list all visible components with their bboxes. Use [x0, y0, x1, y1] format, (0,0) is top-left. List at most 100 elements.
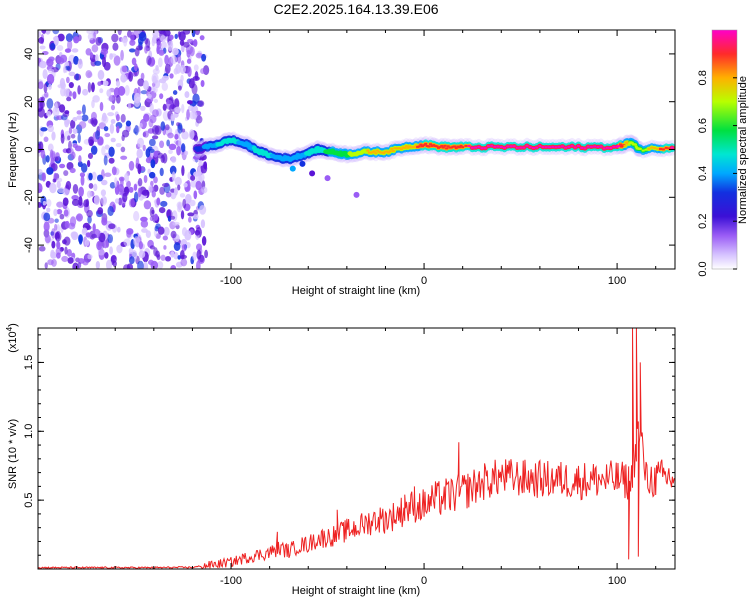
noise-mark [142, 144, 146, 151]
noise-mark [62, 111, 70, 118]
noise-mark [179, 64, 186, 75]
noise-mark [191, 83, 198, 95]
noise-mark [176, 145, 181, 156]
noise-mark [187, 66, 192, 78]
noise-mark [151, 190, 156, 198]
ridge-peak-mark [396, 147, 400, 150]
noise-mark [65, 61, 69, 68]
noise-mark [202, 161, 207, 169]
blob-mark [299, 160, 306, 167]
noise-mark [87, 32, 95, 41]
ridge-peak-mark [506, 145, 510, 148]
ridge-peak-mark [435, 145, 439, 148]
ridge-peak-mark [433, 144, 437, 147]
noise-mark [133, 92, 141, 104]
ridge-peak-mark [400, 148, 404, 151]
noise-mark [56, 201, 64, 208]
noise-mark [38, 245, 46, 252]
noise-mark [128, 186, 134, 193]
noise-mark [184, 91, 190, 98]
noise-mark [156, 197, 161, 206]
noise-mark [72, 116, 78, 122]
noise-mark [170, 156, 177, 163]
spectrogram-ylabel: Frequency (Hz) [7, 112, 19, 188]
noise-mark [143, 200, 152, 210]
noise-mark [67, 257, 74, 264]
noise-mark [164, 54, 169, 65]
ridge-peak-mark [454, 147, 458, 150]
ridge-peak-mark [445, 147, 449, 150]
ridge-peak-mark [548, 146, 552, 149]
ridge-peak-mark [630, 141, 634, 144]
noise-mark [56, 241, 61, 250]
noise-mark [168, 149, 173, 155]
noise-mark [72, 262, 79, 269]
noise-mark [85, 232, 91, 238]
noise-mark [200, 68, 206, 75]
noise-mark [107, 205, 114, 217]
noise-mark [138, 241, 144, 250]
ridge-peak-mark [441, 146, 445, 149]
noise-mark [157, 57, 163, 68]
noise-mark [174, 106, 181, 113]
ridge-peak-mark [650, 146, 654, 149]
noise-mark [40, 149, 46, 159]
noise-mark [179, 249, 185, 260]
ridge-peak-mark [480, 147, 484, 150]
noise-mark [53, 35, 59, 46]
noise-mark [91, 44, 99, 53]
noise-mark [192, 76, 200, 81]
noise-mark [40, 96, 45, 103]
noise-mark [124, 85, 130, 96]
noise-mark [101, 115, 109, 124]
noise-mark [97, 81, 102, 86]
ridge-peak-mark [409, 146, 413, 149]
noise-mark [39, 100, 45, 109]
snr-multiplier: (x104) [5, 323, 19, 353]
noise-mark [186, 49, 191, 58]
blob-mark [353, 191, 360, 198]
noise-mark [143, 80, 149, 91]
noise-mark [180, 210, 185, 220]
ridge-peak-mark [403, 147, 407, 150]
noise-mark [124, 172, 130, 183]
noise-mark [186, 100, 193, 105]
ridge-peak-mark [387, 151, 391, 154]
noise-mark [78, 186, 84, 197]
noise-mark [58, 104, 66, 113]
noise-mark [187, 212, 195, 217]
noise-mark [136, 45, 143, 51]
colorbar-axes: 0.0 0.2 0.4 0.6 0.8 [697, 70, 737, 277]
ridge-peak-mark [554, 146, 558, 149]
noise-mark [43, 212, 51, 222]
ridge-peak-mark [437, 146, 441, 149]
ridge-peak-mark [428, 143, 432, 146]
noise-mark [71, 198, 80, 207]
noise-mark [62, 188, 70, 196]
ridge-peak-mark [425, 144, 429, 147]
noise-mark [190, 175, 196, 181]
noise-mark [109, 53, 117, 58]
noise-mark [82, 88, 89, 96]
noise-mark [180, 74, 184, 83]
noise-mark [169, 34, 174, 41]
noise-mark [137, 163, 142, 175]
ridge-peak-mark [366, 149, 370, 152]
noise-mark [95, 130, 101, 140]
noise-mark [182, 198, 187, 209]
noise-mark [56, 208, 63, 215]
noise-mark [52, 178, 56, 183]
ridge-peak-mark [627, 142, 631, 145]
ridge-peak-mark [430, 144, 434, 147]
ridge-peak-mark [670, 146, 674, 149]
noise-mark [161, 182, 170, 188]
ridge-peak-mark [483, 147, 487, 150]
noise-mark [95, 36, 102, 46]
noise-mark [193, 171, 200, 177]
noise-mark [189, 199, 196, 207]
noise-mark [140, 105, 146, 111]
noise-mark [86, 190, 92, 198]
noise-mark [72, 143, 78, 149]
ridge-peak-mark [388, 150, 392, 153]
noise-mark [115, 113, 120, 122]
